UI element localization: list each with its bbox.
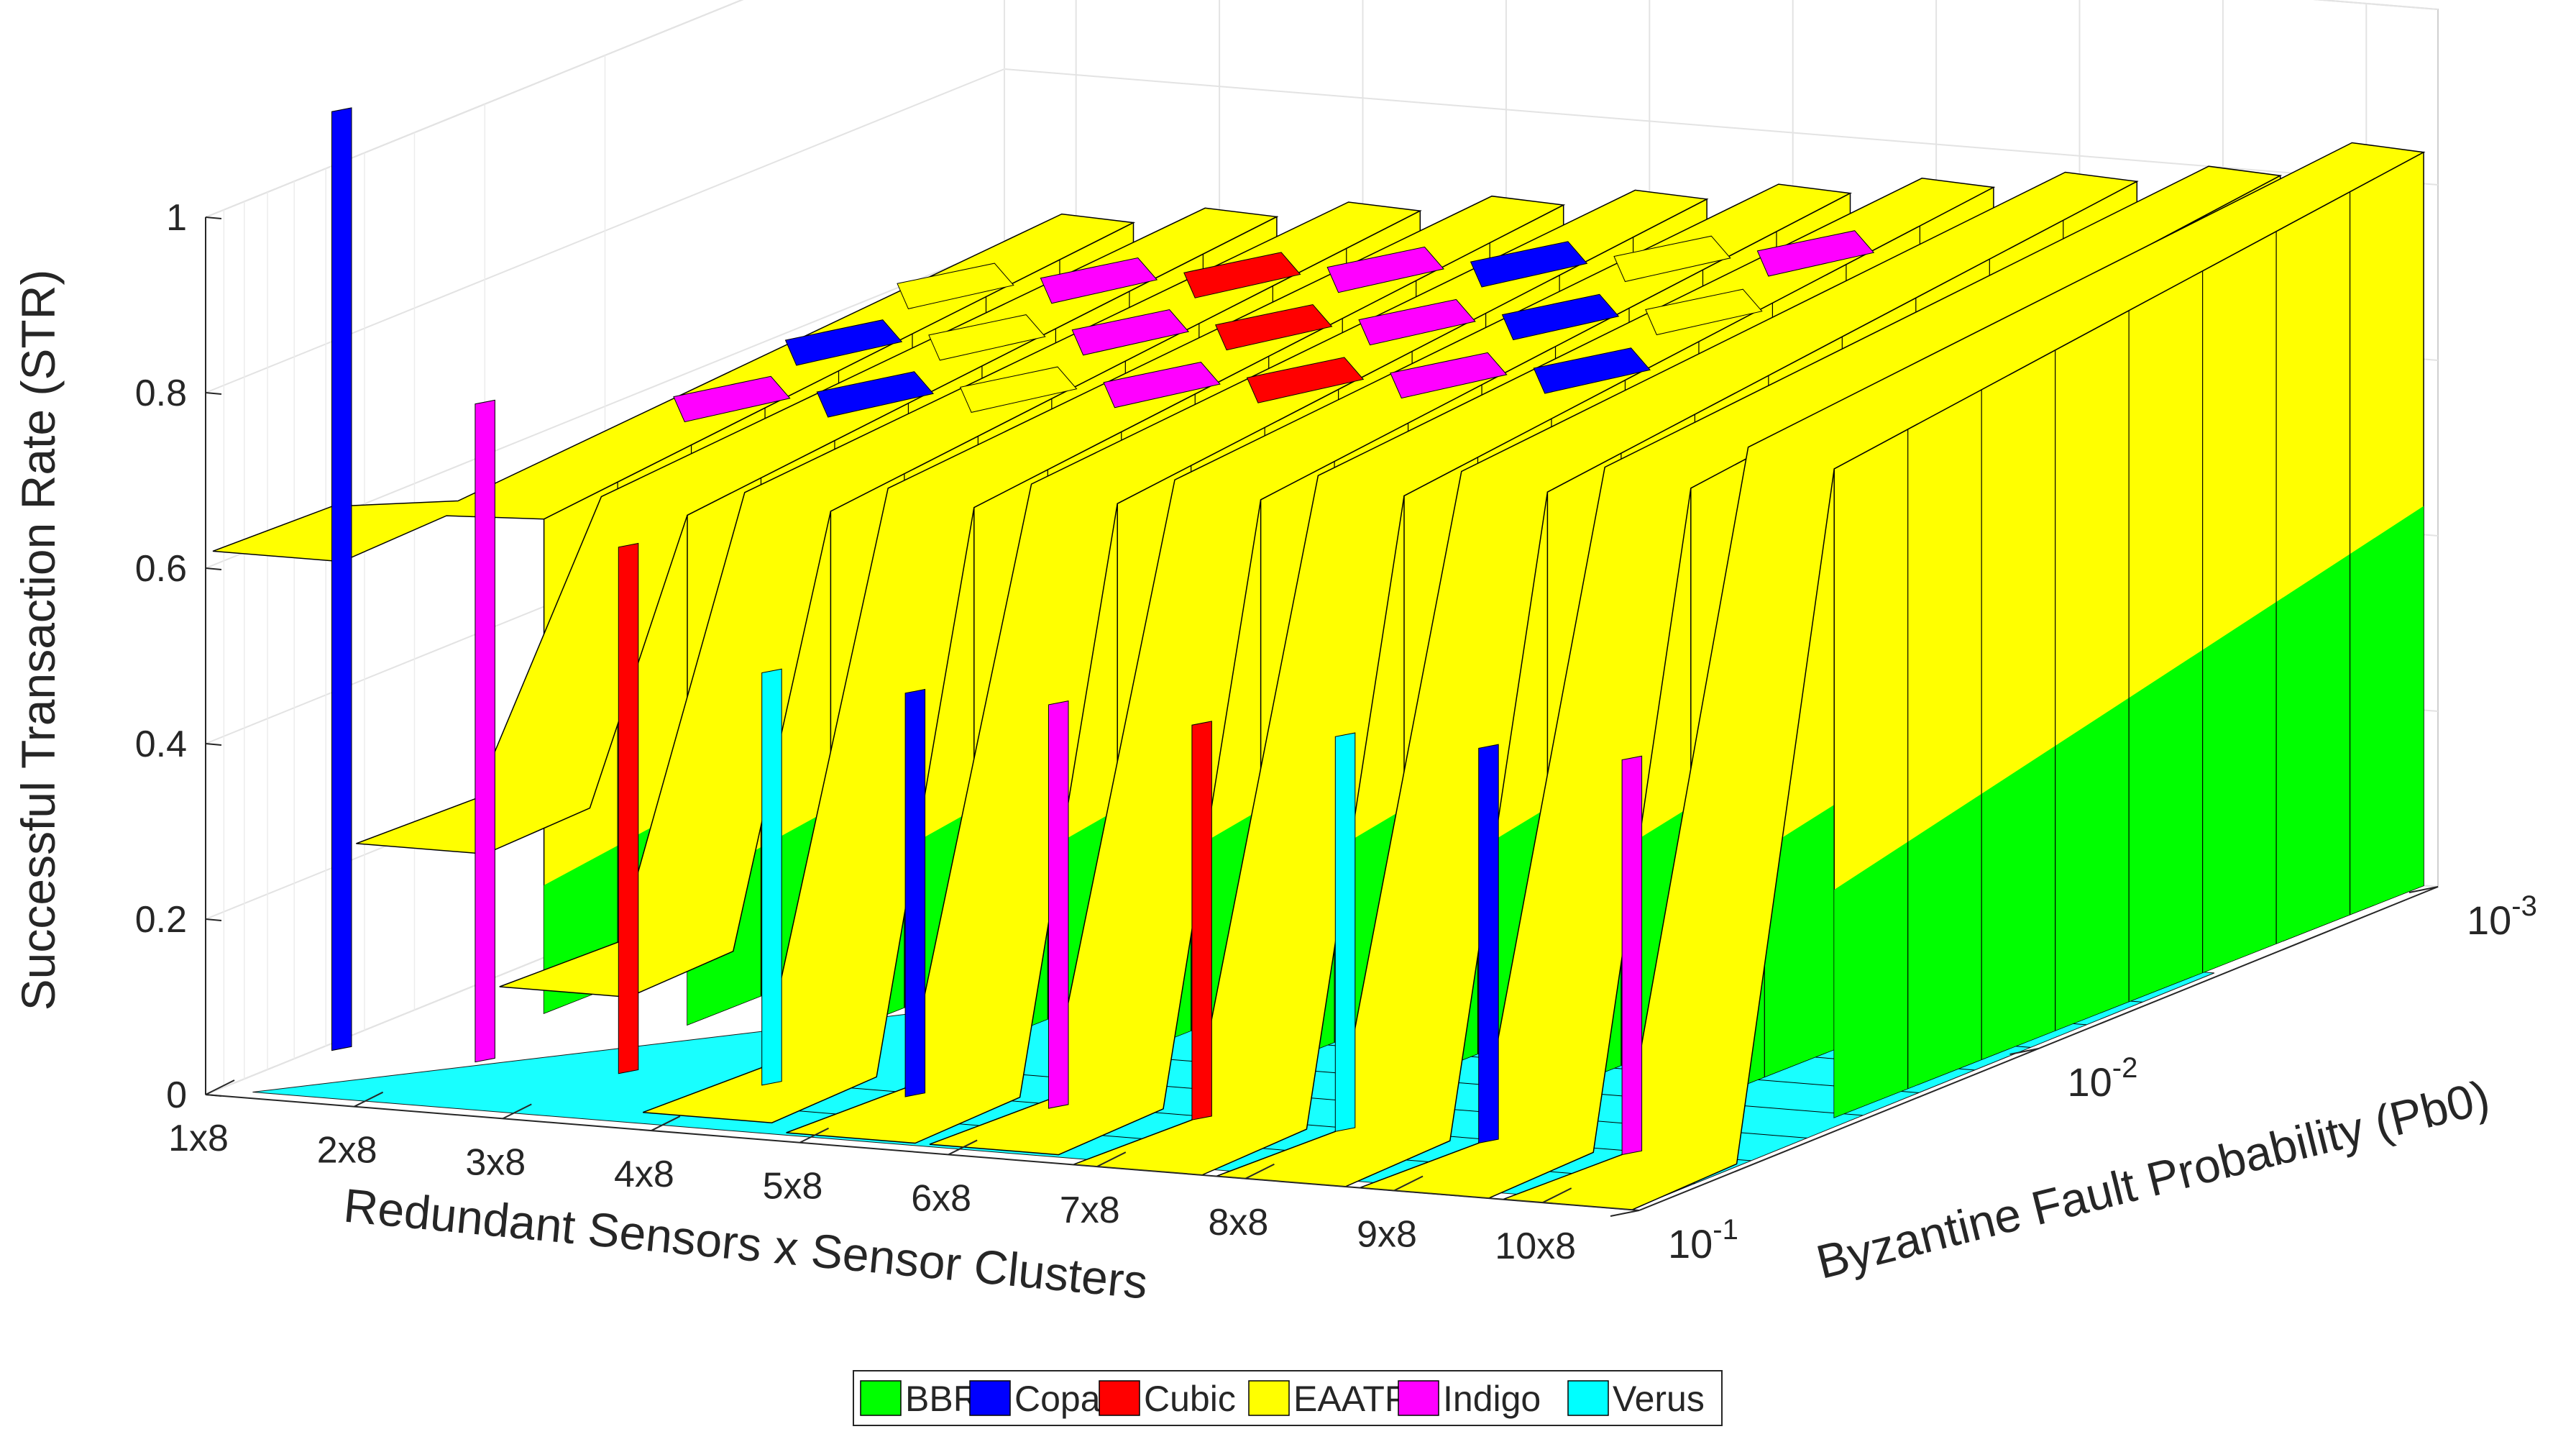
z-axis-label: Successful Transaction Rate (STR) (12, 270, 65, 1011)
legend: BBR Copa Cubic EAATP Indigo Verus (853, 1370, 1723, 1426)
tick-marks (205, 216, 2439, 1217)
surface-accent (331, 107, 352, 1051)
legend-label-indigo: Indigo (1443, 1379, 1541, 1419)
surface-patch (1326, 246, 1444, 293)
x-tick-label: 10x8 (1495, 1225, 1576, 1267)
x-tick-label: 9x8 (1357, 1213, 1417, 1255)
z-tick-label: 0.6 (135, 548, 187, 590)
x-tick (1393, 1175, 1424, 1192)
legend-swatch-bbr (860, 1380, 902, 1416)
legend-swatch-verus (1567, 1380, 1609, 1416)
surface-accent (1334, 732, 1356, 1132)
x-axis-line (205, 1094, 1640, 1211)
surface-accent (1621, 755, 1643, 1156)
z-tick (205, 216, 222, 219)
surface-patch (959, 366, 1078, 413)
legend-swatch-copa (969, 1380, 1011, 1416)
x-tick (1096, 1151, 1127, 1167)
surface-patch (1501, 293, 1620, 341)
y-tick-base: 10 (2068, 1059, 2112, 1105)
surface-patch (1390, 352, 1508, 399)
x-tick-label: 3x8 (465, 1141, 526, 1183)
x-tick-label: 5x8 (763, 1166, 823, 1208)
surface-accent (1191, 721, 1212, 1120)
z-tick (205, 918, 222, 921)
x-tick (205, 1079, 235, 1095)
x-tick (1245, 1163, 1275, 1179)
z-tick (205, 743, 222, 746)
surface-patch (1645, 288, 1763, 336)
y-tick-base: 10 (1668, 1221, 1713, 1266)
x-tick-label: 4x8 (614, 1154, 674, 1195)
z-tick (205, 567, 222, 570)
surface-patch (1183, 252, 1301, 298)
surface-patch (816, 371, 935, 418)
surface (212, 107, 2426, 1210)
y-tick (2408, 886, 2439, 893)
y-tick-exponent: -2 (2112, 1052, 2138, 1084)
z-tick (205, 392, 222, 395)
legend-label-bbr: BBR (905, 1379, 979, 1419)
surface-accent (1478, 744, 1499, 1144)
x-tick-label: 1x8 (168, 1118, 229, 1159)
surface-accent (761, 668, 782, 1086)
surface-patch (1613, 235, 1731, 283)
surface-accent (904, 688, 926, 1097)
surface-patch (673, 375, 791, 423)
legend-label-eaatp: EAATP (1293, 1379, 1408, 1419)
surface-accent (618, 542, 639, 1074)
z-tick-label: 0 (166, 1074, 187, 1116)
surface-patch (897, 263, 1014, 309)
legend-swatch-indigo (1398, 1380, 1439, 1416)
z-tick-label: 0.8 (135, 373, 187, 414)
y-tick-base: 10 (2467, 898, 2511, 943)
x-tick-label: 7x8 (1060, 1190, 1120, 1231)
x-tick-label: 2x8 (317, 1130, 377, 1172)
legend-swatch-cubic (1099, 1380, 1140, 1416)
surface-patch (1756, 230, 1875, 277)
surface-patch (1246, 357, 1365, 403)
z-gridline (1004, 68, 2439, 186)
surface-patch (1358, 298, 1476, 346)
x-tick-label: 6x8 (911, 1177, 971, 1219)
z-tick-label: 0.4 (135, 724, 187, 765)
y-tick-exponent: -3 (2511, 890, 2537, 922)
surface-accent (1048, 700, 1069, 1109)
x-axis-label: Redundant Sensors x Sensor Clusters (342, 1178, 1150, 1308)
z-tick-label: 1 (166, 197, 187, 239)
x-tick (502, 1103, 532, 1120)
surface-patch (1103, 361, 1221, 408)
legend-swatch-eaatp (1248, 1380, 1290, 1416)
y-tick-label: 10-1 (1668, 1214, 1738, 1266)
surface-patch (1533, 347, 1651, 394)
y-axis-label: Byzantine Fault Probability (Pb0) (1811, 1070, 2494, 1289)
x-tick (948, 1139, 978, 1156)
y-tick-label: 10-3 (2467, 890, 2537, 943)
z-tick (205, 1094, 222, 1097)
legend-label-verus: Verus (1613, 1379, 1705, 1419)
surface-patch (1214, 303, 1333, 351)
x-tick (1542, 1187, 1572, 1204)
x-tick (651, 1115, 681, 1131)
surface-patch (1040, 257, 1158, 304)
surface-patch (1071, 309, 1190, 356)
surface-patch (784, 319, 903, 366)
legend-label-cubic: Cubic (1144, 1379, 1236, 1419)
x-tick-label: 8x8 (1209, 1202, 1269, 1243)
x-tick (354, 1091, 384, 1108)
y-tick-label: 10-2 (2068, 1052, 2138, 1105)
x-tick (799, 1127, 829, 1144)
legend-label-copa: Copa (1014, 1379, 1101, 1419)
surface-patch (1470, 241, 1588, 288)
y-tick (2009, 1048, 2039, 1055)
surface-accent (475, 399, 495, 1063)
surface-patch (928, 314, 1046, 361)
tick-labels: 0 0.2 0.4 0.6 0.8 1 1x8 2x8 3x8 4x8 5x8 6x8 7x8 8x8 9x… (135, 197, 2537, 1267)
y-tick-exponent: -1 (1713, 1214, 1738, 1246)
y-tick (1610, 1210, 1640, 1217)
z-tick-label: 0.2 (135, 899, 187, 941)
